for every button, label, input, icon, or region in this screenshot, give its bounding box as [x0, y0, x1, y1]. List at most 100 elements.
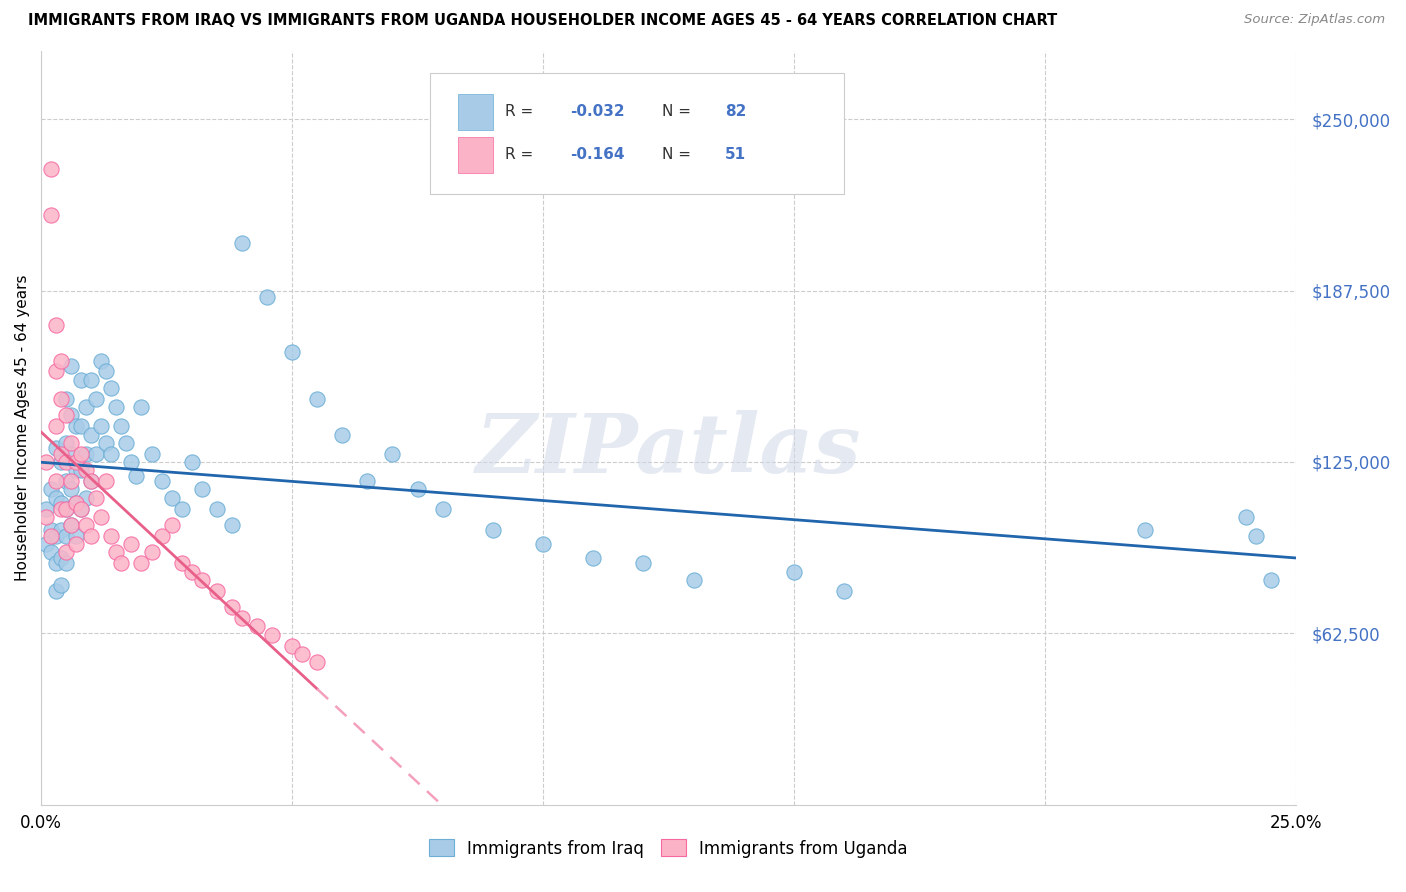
- Point: [180, 455, 202, 469]
- Point: [160, 491, 183, 505]
- Text: ZIPatlas: ZIPatlas: [475, 410, 862, 491]
- Point: [70, 501, 93, 516]
- Point: [55, 501, 77, 516]
- Point: [35, 537, 58, 551]
- Point: [75, 447, 97, 461]
- Point: [51, 524, 73, 538]
- Point: [100, 381, 122, 395]
- Point: [170, 501, 193, 516]
- Point: [531, 537, 554, 551]
- Point: [356, 474, 378, 488]
- Point: [65, 537, 87, 551]
- Point: [39, 524, 62, 538]
- Point: [60, 483, 83, 497]
- Point: [39, 545, 62, 559]
- Point: [190, 573, 212, 587]
- Point: [205, 583, 228, 598]
- Point: [120, 537, 142, 551]
- Point: [1135, 524, 1157, 538]
- Point: [51, 578, 73, 592]
- Point: [45, 318, 67, 332]
- Text: -0.164: -0.164: [571, 147, 626, 162]
- Point: [90, 419, 112, 434]
- Point: [105, 400, 128, 414]
- Point: [96, 435, 118, 450]
- Point: [65, 496, 87, 510]
- Point: [80, 474, 103, 488]
- Point: [1260, 573, 1282, 587]
- Point: [65, 496, 87, 510]
- Point: [131, 400, 153, 414]
- Point: [281, 345, 304, 359]
- Point: [256, 290, 278, 304]
- Point: [90, 353, 112, 368]
- Point: [131, 557, 153, 571]
- Point: [783, 565, 806, 579]
- Point: [65, 455, 87, 469]
- Point: [75, 518, 97, 533]
- Point: [55, 455, 77, 469]
- Point: [70, 447, 93, 461]
- Point: [35, 455, 58, 469]
- Point: [150, 474, 173, 488]
- Point: [75, 400, 97, 414]
- Point: [70, 463, 93, 477]
- Point: [60, 518, 83, 533]
- Point: [45, 419, 67, 434]
- Point: [120, 455, 142, 469]
- Point: [633, 557, 655, 571]
- Point: [45, 583, 67, 598]
- Point: [45, 442, 67, 456]
- Point: [141, 545, 163, 559]
- Point: [55, 392, 77, 406]
- Point: [86, 491, 108, 505]
- Point: [45, 529, 67, 543]
- Point: [39, 483, 62, 497]
- Point: [55, 557, 77, 571]
- Point: [51, 455, 73, 469]
- Point: [170, 557, 193, 571]
- Text: 51: 51: [725, 147, 747, 162]
- Point: [80, 427, 103, 442]
- Point: [110, 419, 132, 434]
- Text: R =: R =: [505, 104, 538, 120]
- Point: [307, 655, 329, 669]
- Legend: Immigrants from Iraq, Immigrants from Uganda: Immigrants from Iraq, Immigrants from Ug…: [422, 833, 914, 864]
- Point: [180, 565, 202, 579]
- Point: [110, 557, 132, 571]
- FancyBboxPatch shape: [458, 136, 492, 173]
- Point: [55, 474, 77, 488]
- Point: [51, 353, 73, 368]
- Point: [281, 639, 304, 653]
- Text: 82: 82: [725, 104, 747, 120]
- FancyBboxPatch shape: [458, 94, 492, 130]
- Point: [86, 392, 108, 406]
- Point: [65, 529, 87, 543]
- Point: [55, 501, 77, 516]
- Point: [115, 435, 138, 450]
- Point: [80, 373, 103, 387]
- Point: [432, 501, 454, 516]
- Point: [60, 518, 83, 533]
- Point: [86, 447, 108, 461]
- Point: [51, 550, 73, 565]
- Text: N =: N =: [662, 104, 696, 120]
- Point: [51, 447, 73, 461]
- Point: [231, 611, 253, 625]
- Point: [330, 427, 353, 442]
- Point: [96, 474, 118, 488]
- Point: [70, 419, 93, 434]
- Text: IMMIGRANTS FROM IRAQ VS IMMIGRANTS FROM UGANDA HOUSEHOLDER INCOME AGES 45 - 64 Y: IMMIGRANTS FROM IRAQ VS IMMIGRANTS FROM …: [28, 13, 1057, 29]
- Point: [55, 409, 77, 423]
- Point: [96, 364, 118, 378]
- Point: [125, 468, 148, 483]
- Point: [1244, 529, 1267, 543]
- Point: [39, 161, 62, 176]
- Point: [1234, 509, 1257, 524]
- Point: [260, 628, 283, 642]
- Point: [65, 463, 87, 477]
- Point: [246, 619, 269, 633]
- Point: [60, 474, 83, 488]
- Point: [55, 545, 77, 559]
- Point: [381, 447, 404, 461]
